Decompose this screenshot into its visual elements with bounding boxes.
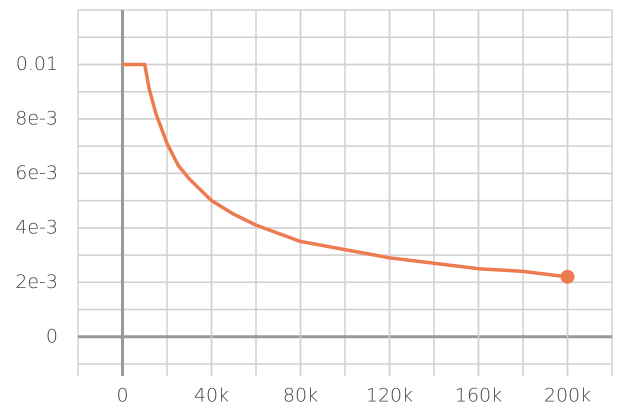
x-tick-label: 0: [116, 385, 128, 407]
line: [122, 62, 568, 279]
y-tick-label: 8e-3: [15, 107, 58, 129]
end-point: [560, 269, 575, 284]
x-tick-label: 160k: [455, 385, 502, 407]
y-tick-label: 2e-3: [15, 271, 58, 293]
y-tick-label: 0.01: [16, 53, 58, 75]
x-tick-label: 40k: [194, 385, 229, 407]
y-tick-label: 6e-3: [15, 162, 58, 184]
y-tick-label: 0: [46, 325, 58, 347]
x-tick-label: 200k: [544, 385, 591, 407]
y-tick-label: 4e-3: [15, 216, 58, 238]
x-tick-label: 80k: [283, 385, 318, 407]
x-tick-label: 120k: [366, 385, 413, 407]
